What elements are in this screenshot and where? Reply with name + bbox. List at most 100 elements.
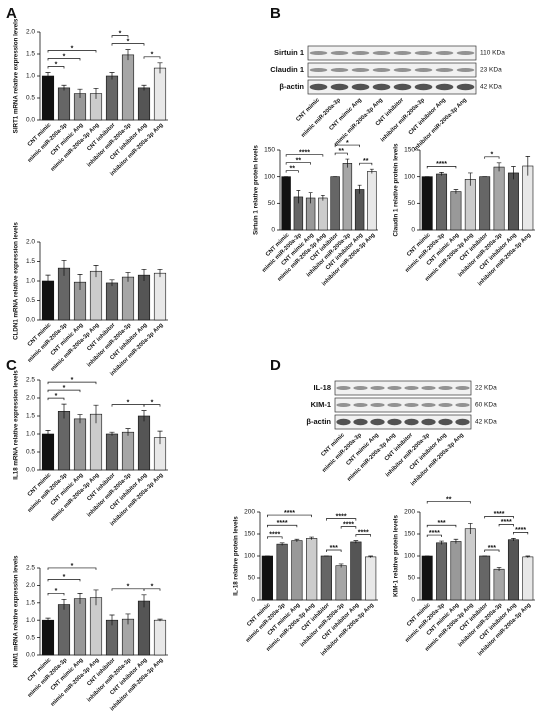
- y-tick-label: 2.0: [26, 395, 35, 402]
- y-tick-label: 2.5: [26, 377, 35, 384]
- error-bar: [511, 166, 516, 180]
- significance-bracket: [340, 526, 357, 529]
- blot-band: [336, 403, 351, 407]
- error-bar: [141, 594, 147, 608]
- blot-size-label: 23 KDa: [480, 67, 502, 74]
- error-bar: [439, 540, 444, 545]
- blot-band: [414, 68, 433, 72]
- panel-label: B: [270, 5, 281, 22]
- significance-bracket: [47, 389, 81, 393]
- significance-bracket: [484, 156, 500, 159]
- y-axis-label: Claudin 1 relative protein levels: [393, 143, 400, 236]
- significance-bracket: [426, 524, 457, 528]
- y-tick-label: 0.5: [26, 449, 35, 456]
- error-bar: [296, 190, 301, 204]
- significance-label: *: [491, 152, 494, 159]
- y-tick-label: 2.0: [26, 29, 35, 36]
- significance-label: ****: [269, 532, 280, 539]
- bar: [276, 543, 288, 601]
- error-bar: [77, 274, 83, 290]
- y-tick-label: 2.0: [26, 582, 35, 589]
- blot-band: [421, 403, 436, 407]
- bar: [479, 176, 491, 231]
- error-bar: [109, 72, 115, 80]
- blot-band: [353, 386, 368, 390]
- bar: [522, 556, 534, 601]
- y-tick-label: 1.5: [26, 600, 35, 607]
- y-tick-label: 0.5: [26, 634, 35, 641]
- error-bar: [320, 194, 325, 201]
- significance-label: ****: [299, 150, 310, 157]
- blot-band: [372, 51, 391, 55]
- significance-bracket: [285, 162, 311, 165]
- bar: [153, 272, 167, 321]
- y-tick-label: 0.5: [26, 95, 35, 102]
- significance-bracket: [484, 549, 500, 552]
- error-bar: [511, 538, 516, 542]
- significance-bracket: [267, 524, 298, 528]
- blot-band: [404, 418, 419, 426]
- y-tick-label: 1.0: [26, 617, 35, 624]
- blot-band: [372, 68, 391, 72]
- y-tick-label: 0.0: [26, 117, 35, 124]
- y-axis-label: Sirtuin 1 relative protein levels: [253, 145, 260, 235]
- bar: [121, 431, 135, 471]
- bar: [105, 75, 119, 121]
- y-tick-label: 2.0: [26, 239, 35, 246]
- blot-band: [330, 83, 349, 91]
- bar: [365, 556, 377, 601]
- blot-row-label: KIM-1: [311, 400, 331, 409]
- significance-label: **: [446, 496, 452, 503]
- significance-label: *: [55, 61, 58, 68]
- blot-row-label: β-actin: [306, 417, 331, 426]
- blot-band: [309, 68, 328, 72]
- bar: [342, 163, 353, 231]
- bar: [350, 541, 362, 601]
- error-bar: [109, 614, 115, 626]
- blot-band: [435, 51, 454, 55]
- y-tick-label: 1.5: [26, 51, 35, 58]
- error-bar: [61, 403, 67, 419]
- significance-label: *: [151, 52, 154, 59]
- significance-label: *: [127, 584, 130, 591]
- significance-label: ****: [494, 511, 505, 518]
- significance-label: *: [63, 385, 66, 392]
- error-bar: [157, 618, 163, 622]
- blot-row-label: Claudin 1: [270, 65, 304, 74]
- bar: [57, 411, 71, 471]
- blot-band: [393, 68, 412, 72]
- significance-label: *: [119, 30, 122, 37]
- significance-label: *: [71, 45, 74, 52]
- significance-label: ****: [501, 519, 512, 526]
- error-bar: [125, 613, 131, 625]
- significance-bracket: [47, 579, 81, 582]
- significance-bracket: [513, 532, 529, 535]
- error-bar: [45, 617, 51, 623]
- blot-band: [455, 386, 470, 390]
- blot-band: [387, 418, 402, 426]
- bar: [507, 172, 519, 231]
- blot-band: [421, 386, 436, 390]
- y-tick-label: 0.5: [26, 297, 35, 304]
- bar: [436, 542, 448, 601]
- significance-label: ***: [437, 520, 445, 527]
- significance-bracket: [285, 170, 299, 173]
- error-bar: [93, 404, 99, 424]
- blot-band: [351, 51, 370, 55]
- blot-band: [330, 68, 349, 72]
- significance-label: *: [63, 574, 66, 581]
- significance-label: *: [346, 140, 349, 147]
- bar: [57, 87, 71, 121]
- blot-band: [456, 51, 475, 55]
- blot-size-label: 22 KDa: [475, 385, 497, 392]
- blot-band: [370, 386, 385, 390]
- bar: [153, 619, 167, 656]
- significance-label: ****: [336, 513, 347, 520]
- y-axis-label: KIM-1 relative protein levels: [393, 515, 400, 597]
- y-tick-label: 100: [404, 553, 415, 560]
- significance-label: ****: [436, 161, 447, 168]
- significance-bracket: [326, 518, 357, 521]
- bar: [73, 418, 87, 471]
- error-bar: [109, 431, 115, 436]
